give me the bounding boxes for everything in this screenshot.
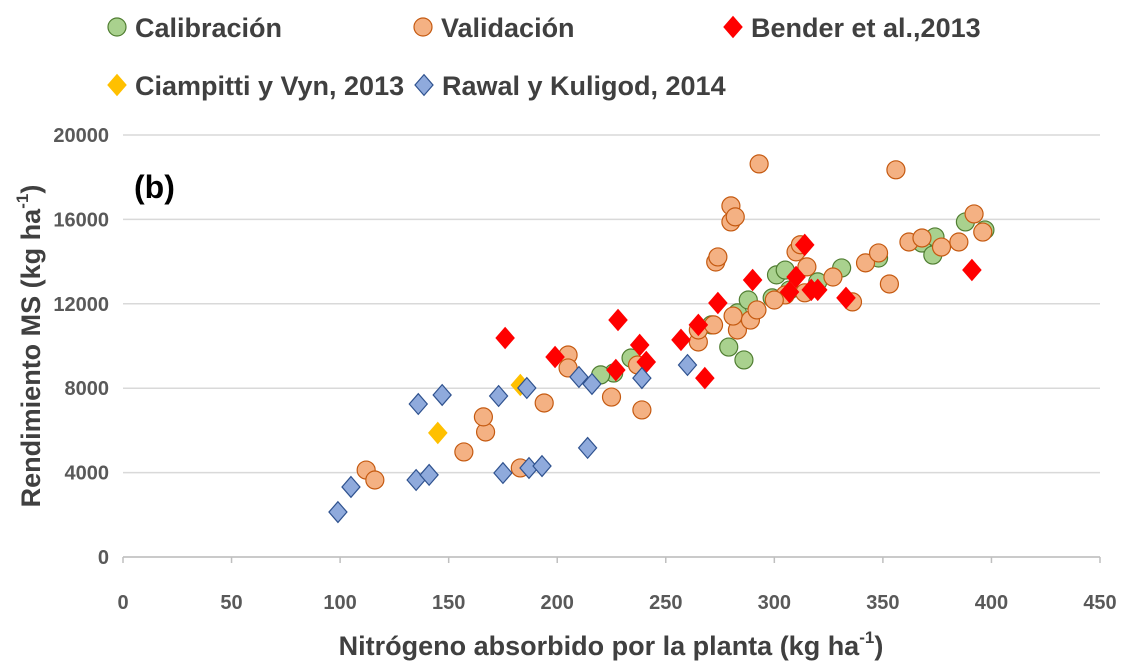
point [688, 313, 709, 337]
point [708, 291, 728, 315]
point [632, 400, 652, 420]
x-axis-title: Nitrógeno absorbido por la planta (kg ha… [339, 628, 884, 661]
point [606, 358, 626, 382]
legend-marker [413, 17, 433, 37]
point [534, 393, 554, 413]
point [855, 253, 876, 273]
x-tick-label: 100 [323, 592, 356, 614]
point [365, 470, 385, 490]
y-tick-label: 16000 [53, 209, 109, 231]
y-title-text: Rendimiento MS (kg ha [16, 208, 46, 508]
point [473, 407, 494, 427]
point [797, 257, 817, 277]
point [949, 232, 969, 252]
point [962, 258, 982, 282]
point [719, 337, 739, 357]
point [973, 222, 993, 242]
y-tick-label: 0 [98, 547, 109, 569]
x-tick-label: 0 [117, 592, 128, 614]
point [432, 383, 452, 407]
legend-label: Rawal y Kuligod, 2014 [442, 71, 726, 101]
point [488, 384, 509, 408]
legend-label: Ciampitti y Vyn, 2013 [135, 71, 404, 101]
y-title-end: ) [16, 185, 46, 194]
point [764, 290, 784, 310]
point [779, 280, 800, 304]
point [912, 228, 932, 248]
point [747, 300, 767, 320]
point [495, 326, 515, 350]
x-title-end: ) [874, 631, 883, 661]
legend-label: Calibración [135, 13, 282, 43]
x-tick-label: 150 [432, 592, 465, 614]
point [419, 463, 439, 487]
point [695, 366, 715, 390]
x-title-text: Nitrógeno absorbido por la planta (kg ha [339, 631, 861, 661]
x-tick-label: 350 [866, 592, 899, 614]
y-axis-title: Rendimiento MS (kg ha-1) [13, 185, 46, 508]
point [408, 392, 429, 416]
y-tick-label: 12000 [53, 294, 109, 316]
point [836, 286, 856, 310]
point [823, 267, 843, 287]
legend-marker [107, 17, 127, 37]
point [786, 265, 806, 289]
point [879, 274, 900, 294]
legend-marker [107, 73, 127, 97]
point [886, 160, 906, 180]
point [545, 345, 565, 369]
point [794, 233, 815, 257]
annotation: (b) [134, 169, 175, 205]
x-tick-label: 300 [758, 592, 791, 614]
legend-label: Bender et al.,2013 [751, 13, 981, 43]
x-tick-label: 450 [1083, 592, 1116, 614]
point [454, 442, 474, 462]
point [582, 372, 602, 396]
point [532, 454, 552, 478]
y-title-sup: -1 [13, 194, 32, 209]
legend-marker [723, 15, 743, 39]
point [577, 436, 598, 460]
point [677, 353, 698, 377]
point [632, 366, 652, 390]
legend-marker [414, 73, 434, 97]
point [328, 500, 348, 524]
point [629, 333, 650, 357]
x-title-sup: -1 [859, 628, 874, 647]
y-tick-label: 20000 [53, 125, 109, 147]
y-tick-label: 8000 [65, 378, 110, 400]
x-tick-label: 400 [975, 592, 1008, 614]
y-tick-label: 4000 [65, 463, 110, 485]
point [341, 475, 361, 499]
point [671, 328, 691, 352]
point [493, 461, 513, 485]
point [569, 365, 589, 389]
point [601, 387, 622, 407]
point [749, 154, 769, 174]
x-tick-label: 200 [541, 592, 574, 614]
legend-label: Validación [441, 13, 575, 43]
point [428, 421, 448, 445]
point [807, 278, 828, 302]
point [931, 237, 952, 257]
point [723, 306, 743, 326]
point [608, 308, 628, 332]
point [964, 204, 984, 224]
point [868, 243, 889, 263]
point [725, 207, 745, 227]
point [734, 350, 754, 370]
x-tick-label: 250 [649, 592, 682, 614]
point [742, 268, 763, 292]
x-tick-label: 50 [220, 592, 242, 614]
point [517, 376, 537, 400]
point [708, 247, 728, 267]
